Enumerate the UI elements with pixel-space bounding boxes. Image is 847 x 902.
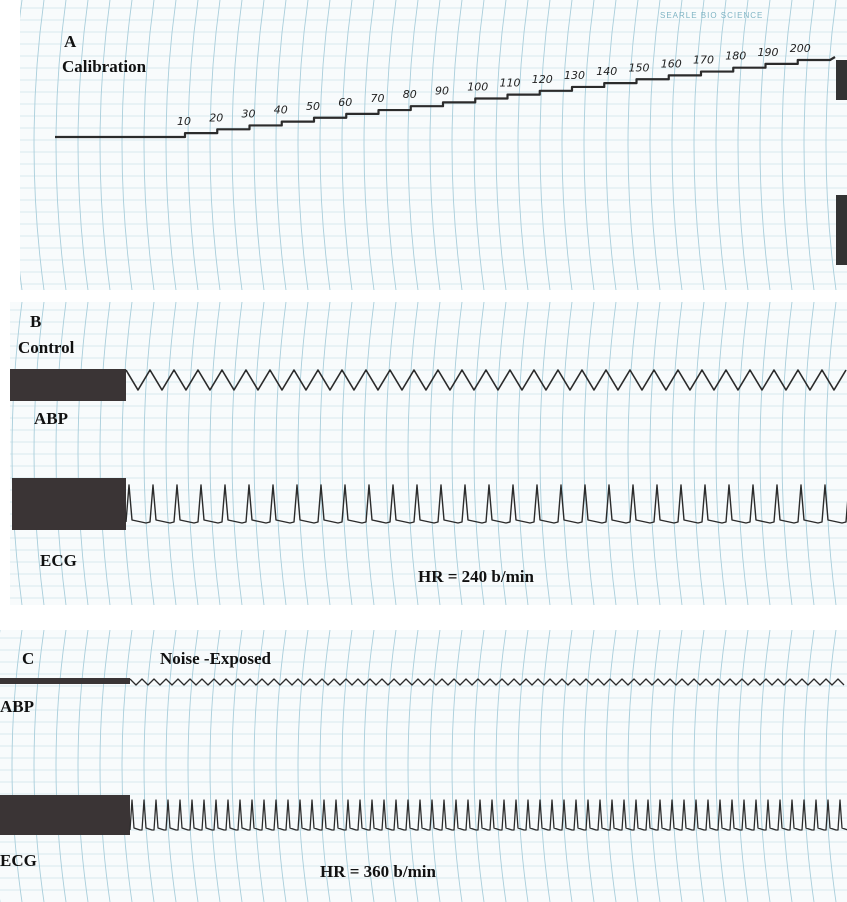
calibration-mark: 90 [435, 84, 449, 97]
calibration-mark: 60 [338, 96, 352, 109]
channel-label: ECG [0, 851, 37, 870]
calibration-mark: 70 [371, 92, 385, 105]
calibration-mark: 170 [693, 54, 714, 67]
calibration-mark: 190 [758, 46, 779, 59]
calibration-mark: 50 [306, 100, 320, 113]
heart-rate: HR = 360 b/min [320, 862, 436, 881]
calibration-mark: 140 [596, 65, 617, 78]
calibration-mark: 110 [500, 77, 521, 90]
panel-letter: B [30, 312, 41, 331]
calibration-mark: 200 [790, 42, 811, 55]
brand: SEARLE BIO SCIENCE [660, 11, 763, 20]
panel-letter: C [22, 649, 34, 668]
panel-title: Control [18, 338, 75, 357]
calibration-block [0, 678, 130, 684]
pen-mark [836, 195, 847, 265]
calibration-mark: 10 [177, 115, 191, 128]
channel-label: ABP [34, 409, 68, 428]
calibration-block [0, 795, 130, 835]
calibration-mark: 180 [725, 50, 746, 63]
calibration-mark: 160 [661, 57, 682, 70]
calibration-mark: 130 [564, 69, 585, 82]
panel-letter: A [64, 32, 77, 51]
calibration-mark: 150 [629, 61, 650, 74]
pen-mark [836, 60, 847, 100]
panel-title: Noise -Exposed [160, 649, 272, 668]
calibration-mark: 30 [242, 107, 256, 120]
calibration-mark: 20 [209, 111, 223, 124]
calibration-block [10, 369, 126, 401]
channel-label: ABP [0, 697, 34, 716]
calibration-block [12, 478, 126, 530]
channel-label: ECG [40, 551, 77, 570]
calibration-mark: 100 [467, 81, 488, 94]
heart-rate: HR = 240 b/min [418, 567, 534, 586]
calibration-mark: 120 [532, 73, 553, 86]
calibration-mark: 80 [403, 88, 417, 101]
calibration-mark: 40 [274, 104, 288, 117]
panel-title: Calibration [62, 57, 147, 76]
recording-figure: SEARLE BIO SCIENCE A Calibration 10 20 30 4… [0, 0, 847, 902]
paper-b [10, 302, 847, 605]
